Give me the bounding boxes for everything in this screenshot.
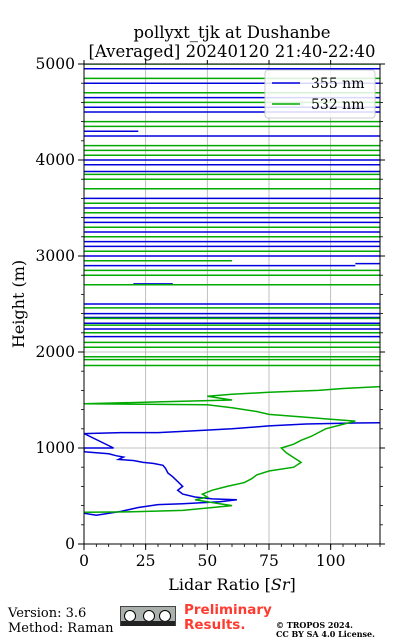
chart-title-line1: pollyxt_tjk at Dushanbe bbox=[133, 23, 330, 42]
plot-clip-group bbox=[84, 64, 380, 516]
preliminary-notice-line2: Results. bbox=[184, 617, 246, 633]
method-text: Method: Raman bbox=[8, 621, 114, 636]
y-axis-label: Height (m) bbox=[9, 260, 28, 348]
y-tick-label: 1000 bbox=[36, 439, 75, 457]
y-tick-label: 3000 bbox=[36, 247, 75, 265]
legend-box bbox=[264, 69, 376, 119]
series-532-nm bbox=[84, 64, 380, 514]
legend-label-355: 355 nm bbox=[311, 76, 364, 92]
x-tick-label: 75 bbox=[259, 552, 279, 570]
x-tick-label: 50 bbox=[197, 552, 217, 570]
series-profile-line bbox=[84, 385, 380, 514]
y-tick-label: 4000 bbox=[36, 151, 75, 169]
x-tick-label: 100 bbox=[316, 552, 346, 570]
copyright-line2: CC BY SA 4.0 License. bbox=[276, 629, 375, 639]
x-tick-label: 0 bbox=[79, 552, 89, 570]
series-profile-line bbox=[84, 422, 380, 516]
y-tick-label: 0 bbox=[65, 535, 75, 553]
version-text: Version: 3.6 bbox=[8, 606, 87, 621]
cc-license-badge bbox=[120, 606, 176, 626]
x-tick-label: 25 bbox=[136, 552, 156, 570]
data-series bbox=[84, 64, 380, 516]
copyright-line1: © TROPOS 2024. bbox=[276, 620, 353, 630]
legend: 355 nm 532 nm bbox=[264, 69, 376, 119]
x-axis-label: Lidar Ratio [Sr] bbox=[168, 575, 296, 594]
preliminary-notice-line1: Preliminary bbox=[184, 602, 272, 618]
legend-label-532: 532 nm bbox=[311, 97, 364, 113]
y-tick-label: 5000 bbox=[36, 55, 75, 73]
chart-title-line2: [Averaged] 20240120 21:40-22:40 bbox=[89, 42, 376, 61]
y-tick-label: 2000 bbox=[36, 343, 75, 361]
